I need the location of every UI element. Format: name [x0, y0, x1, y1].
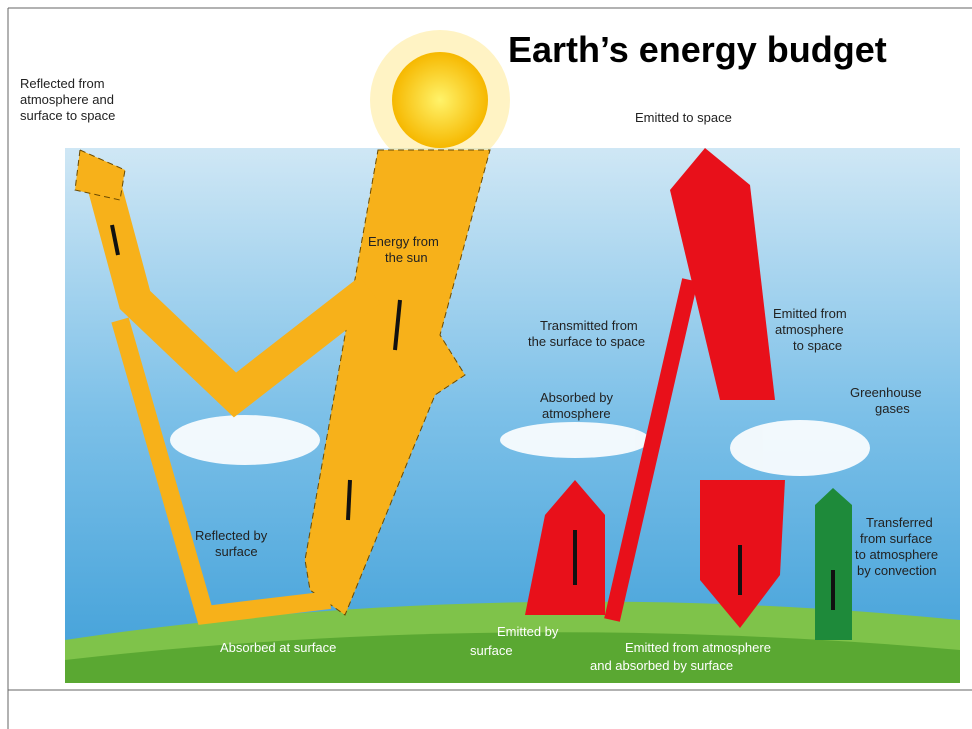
label: Transmitted from — [540, 318, 638, 333]
convection-arrow — [815, 488, 852, 640]
label: Transferred — [866, 515, 933, 530]
label: gases — [875, 401, 910, 416]
label: to atmosphere — [855, 547, 938, 562]
label: Reflected by — [195, 528, 268, 543]
label: from surface — [860, 531, 932, 546]
diagram: Earth’s energy budget Reflected from atm… — [0, 0, 972, 729]
label: surface — [470, 643, 513, 658]
page: {"title": "Earth’s energy budget", "labe… — [0, 0, 972, 729]
label: and absorbed by surface — [590, 658, 733, 673]
label: Emitted from atmosphere — [625, 640, 771, 655]
label: Absorbed at surface — [220, 640, 336, 655]
label: Emitted from — [773, 306, 847, 321]
label: Emitted by — [497, 624, 559, 639]
label: atmosphere and — [20, 92, 114, 107]
sun — [370, 30, 510, 170]
title: Earth’s energy budget — [508, 29, 887, 70]
label: Energy from — [368, 234, 439, 249]
label: Greenhouse — [850, 385, 922, 400]
label: surface — [215, 544, 258, 559]
label: atmosphere — [775, 322, 844, 337]
label: atmosphere — [542, 406, 611, 421]
label: the surface to space — [528, 334, 645, 349]
label: by convection — [857, 563, 937, 578]
label: to space — [793, 338, 842, 353]
label: surface to space — [20, 108, 115, 123]
label: the sun — [385, 250, 428, 265]
label: Absorbed by — [540, 390, 613, 405]
label: Emitted to space — [635, 110, 732, 125]
label: Reflected from — [20, 76, 105, 91]
